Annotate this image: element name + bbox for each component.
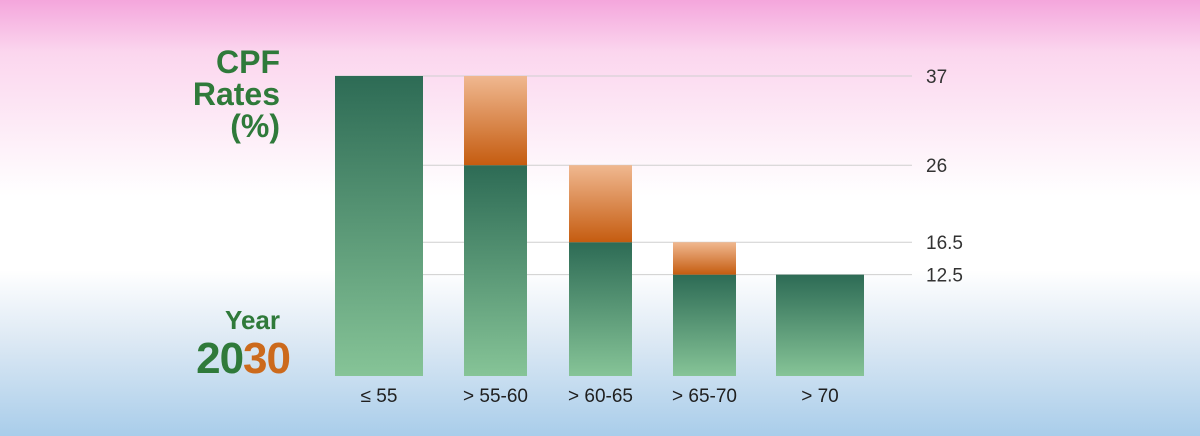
bar-green-1 — [464, 165, 527, 376]
y-tick-label: 16.5 — [926, 233, 963, 254]
title-line-2: Rates — [192, 76, 280, 112]
year-value-part1: 20 — [196, 334, 244, 383]
bar-green-3 — [673, 274, 736, 376]
x-category-label: > 70 — [801, 386, 839, 407]
bar-orange-2 — [569, 165, 632, 243]
y-tick-label: 12.5 — [926, 266, 963, 287]
title-line-1: CPF — [216, 44, 280, 80]
x-category-labels: ≤ 55 > 55-60 > 60-65 > 65-70 > 70 — [361, 386, 839, 407]
x-category-label: > 60-65 — [568, 386, 633, 407]
year-label: Year — [225, 305, 280, 335]
y-tick-labels: 37 26 16.5 12.5 — [926, 67, 963, 287]
y-tick-label: 37 — [926, 67, 947, 88]
bar-green-0 — [335, 76, 423, 376]
x-category-label: > 65-70 — [672, 386, 737, 407]
bar-orange-3 — [673, 242, 736, 275]
title-line-3: (%) — [230, 108, 280, 144]
y-tick-label: 26 — [926, 156, 947, 177]
bar-orange-1 — [464, 76, 527, 166]
x-category-label: ≤ 55 — [361, 386, 398, 407]
year-value-part2: 30 — [243, 334, 291, 383]
chart-title: CPF Rates (%) — [193, 46, 280, 142]
year-value: 2030 — [196, 334, 291, 383]
bars — [335, 76, 864, 376]
bar-green-2 — [569, 242, 632, 376]
x-category-label: > 55-60 — [463, 386, 528, 407]
bar-green-4 — [776, 274, 864, 376]
